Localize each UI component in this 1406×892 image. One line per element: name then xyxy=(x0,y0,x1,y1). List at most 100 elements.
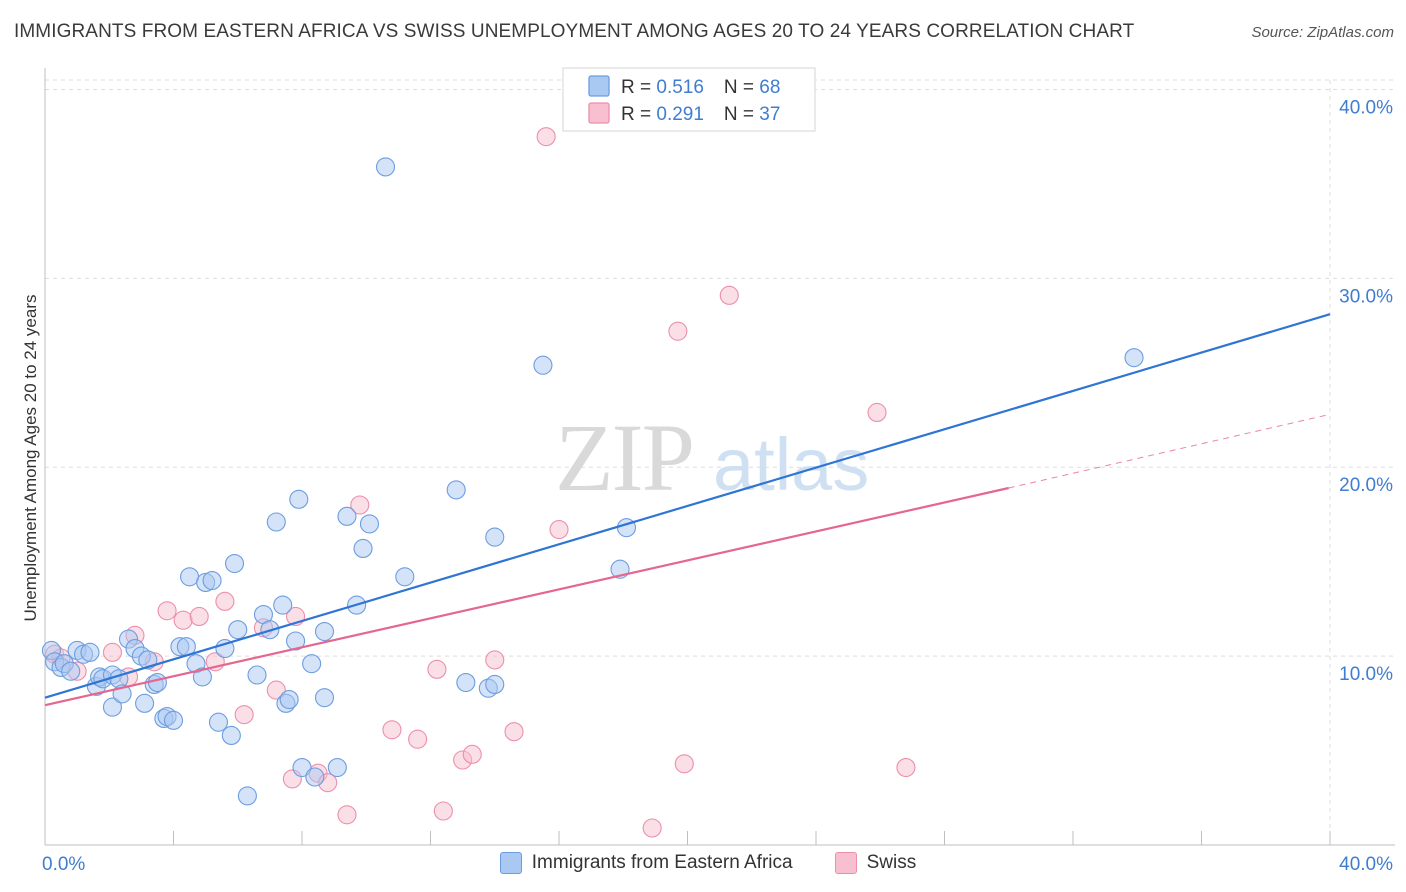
eastern-africa-point xyxy=(237,786,257,806)
eastern-africa-point xyxy=(359,514,380,534)
y-axis-title: Unemployment Among Ages 20 to 24 years xyxy=(21,295,40,622)
swiss-point xyxy=(102,642,123,662)
y-tick-label: 30.0% xyxy=(1339,286,1393,307)
eastern-africa-points xyxy=(41,157,1144,806)
eastern-africa-point xyxy=(102,697,123,717)
eastern-africa-point xyxy=(337,506,357,526)
swiss-point xyxy=(536,127,556,147)
eastern-africa-point xyxy=(163,710,184,730)
swiss-point xyxy=(266,680,286,700)
y-axis-title-group: Unemployment Among Ages 20 to 24 years xyxy=(21,295,40,622)
eastern-africa-trend-line xyxy=(44,313,1331,699)
legend-r-label-pink: R = xyxy=(621,104,656,125)
eastern-africa-point xyxy=(314,622,335,642)
eastern-africa-point xyxy=(202,571,222,591)
legend-r-value-blue: 0.516 xyxy=(656,77,704,98)
eastern-africa-point xyxy=(228,620,248,640)
watermark-atlas: atlas xyxy=(713,423,869,506)
swiss-point xyxy=(189,606,209,626)
eastern-africa-point xyxy=(208,712,229,732)
x-tick-label: 40.0% xyxy=(1339,854,1393,875)
eastern-africa-point xyxy=(327,758,347,778)
swiss-point xyxy=(867,402,887,422)
eastern-africa-point xyxy=(221,725,241,745)
eastern-africa-point xyxy=(446,480,466,500)
bottom-legend-swatch-pink xyxy=(834,852,857,874)
y-tick-label: 20.0% xyxy=(1339,475,1393,496)
eastern-africa-point xyxy=(456,673,476,693)
eastern-africa-point xyxy=(485,527,505,547)
watermark: ZIP atlas xyxy=(555,404,869,511)
axes xyxy=(44,68,1395,846)
eastern-africa-point xyxy=(147,673,167,693)
eastern-africa-point xyxy=(353,538,373,558)
legend-r-value-pink: 0.291 xyxy=(656,104,704,125)
swiss-point xyxy=(157,601,177,621)
legend-swatch-pink xyxy=(588,102,610,124)
watermark-zip: ZIP xyxy=(555,404,693,511)
swiss-point xyxy=(896,758,916,778)
swiss-trend-line-extension xyxy=(1008,413,1331,489)
eastern-africa-point xyxy=(215,639,235,659)
eastern-africa-point xyxy=(135,693,155,713)
eastern-africa-point xyxy=(273,595,293,615)
swiss-point xyxy=(350,495,370,515)
source-label: Source: ZipAtlas.com xyxy=(1251,24,1394,41)
bottom-legend-swatch-blue xyxy=(499,852,522,874)
legend-r-label-blue: R = xyxy=(621,77,656,98)
eastern-africa-point xyxy=(180,567,200,587)
swiss-point xyxy=(485,650,505,670)
legend-n-value-blue: 68 xyxy=(759,77,780,98)
eastern-africa-point xyxy=(286,631,306,651)
swiss-point xyxy=(234,705,254,725)
eastern-africa-point xyxy=(80,642,100,662)
bottom-legend-label-pink: Swiss xyxy=(866,852,917,873)
legend-row-blue: R = 0.516 N = 68 xyxy=(621,77,780,98)
swiss-point xyxy=(462,744,482,764)
legend-box: R = 0.516 N = 68 R = 0.291 N = 37 xyxy=(562,67,816,132)
swiss-point xyxy=(642,818,662,838)
swiss-trend-line xyxy=(44,486,1009,707)
swiss-point xyxy=(337,805,357,825)
eastern-africa-point xyxy=(305,767,325,787)
legend-n-value-pink: 37 xyxy=(759,104,780,125)
tick-labels: 10.0% 20.0% 30.0% 40.0% 0.0% 40.0% xyxy=(42,97,1393,875)
bottom-legend-label-blue: Immigrants from Eastern Africa xyxy=(531,852,793,873)
y-tick-label: 10.0% xyxy=(1339,664,1393,685)
swiss-point xyxy=(173,610,193,630)
eastern-africa-point xyxy=(247,665,267,685)
swiss-point xyxy=(668,321,688,341)
eastern-africa-point xyxy=(61,661,81,681)
swiss-point xyxy=(382,720,402,740)
bottom-legend-item-pink: Swiss xyxy=(834,852,917,874)
swiss-point xyxy=(504,722,524,742)
eastern-africa-point xyxy=(192,667,212,687)
eastern-africa-point xyxy=(375,157,396,177)
x-tick-label: 0.0% xyxy=(42,854,85,875)
eastern-africa-point xyxy=(289,489,309,509)
eastern-africa-point xyxy=(485,674,505,694)
eastern-africa-point xyxy=(314,688,335,708)
eastern-africa-point xyxy=(138,650,158,670)
swiss-point xyxy=(433,801,453,821)
swiss-point xyxy=(549,520,569,540)
swiss-point xyxy=(719,285,739,305)
eastern-africa-point xyxy=(395,567,415,587)
eastern-africa-point xyxy=(533,355,553,375)
bottom-legend: Immigrants from Eastern Africa Swiss xyxy=(0,852,1406,874)
swiss-point xyxy=(674,754,694,774)
legend-n-label-blue: N = xyxy=(724,77,759,98)
eastern-africa-point xyxy=(292,758,312,778)
swiss-point xyxy=(408,729,428,749)
eastern-africa-point xyxy=(1124,348,1144,368)
bottom-legend-item-blue: Immigrants from Eastern Africa xyxy=(499,852,793,874)
legend-swatch-blue xyxy=(588,75,610,97)
eastern-africa-point xyxy=(279,690,299,710)
eastern-africa-point xyxy=(224,554,245,574)
y-tick-label: 40.0% xyxy=(1339,97,1393,118)
trend-lines xyxy=(44,313,1331,707)
swiss-point xyxy=(215,591,235,611)
legend-n-label-pink: N = xyxy=(724,104,759,125)
swiss-point xyxy=(427,659,447,679)
